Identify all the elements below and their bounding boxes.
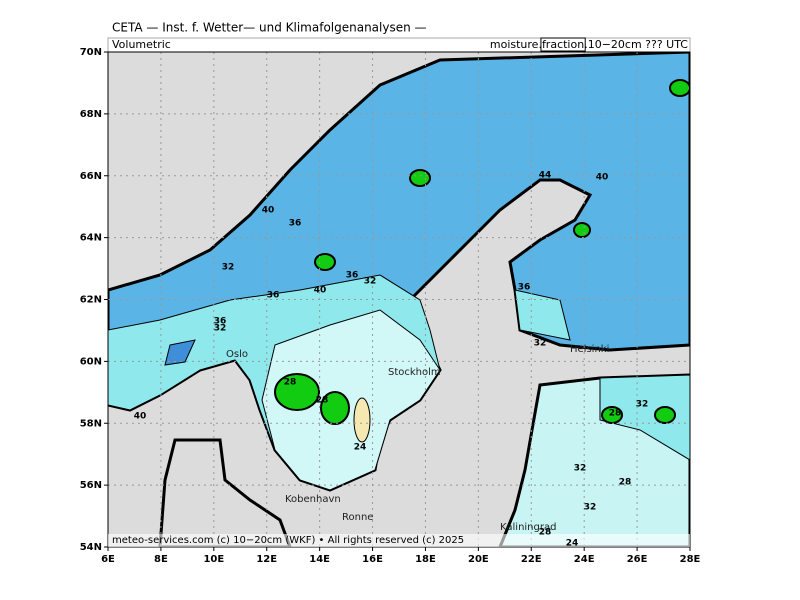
contour-label: 40: [596, 173, 609, 183]
grid: [108, 52, 690, 547]
contour-label: 28: [619, 478, 632, 488]
right-label-end: .10−20cm ??? UTC: [584, 38, 688, 51]
contour-label: 32: [364, 277, 377, 287]
lake-vattern: [320, 391, 350, 425]
lat-tick-label: 56N: [80, 480, 102, 491]
contour-label: 28: [539, 528, 552, 538]
denmark: [158, 438, 292, 547]
contour-label: 32: [534, 339, 547, 349]
contour-label: 40: [134, 412, 147, 422]
footer: meteo-services.com (c) 10−20cm (WKF) • A…: [112, 535, 464, 546]
baltics-mid: [599, 374, 690, 461]
contour-label: 32: [636, 400, 649, 410]
contour-label: 24: [566, 539, 579, 549]
place-label: Kaliningrad: [500, 522, 556, 533]
patch: [669, 79, 690, 97]
title: CETA — Inst. f. Wetter— und Klimafolgena…: [112, 21, 427, 35]
band-light: [261, 309, 441, 491]
lat-tick-label: 60N: [80, 356, 102, 367]
patch: [314, 253, 336, 271]
contour-label: 28: [609, 409, 622, 419]
patch: [573, 222, 591, 238]
lon-tick-label: 10E: [203, 554, 224, 565]
lon-tick-label: 22E: [521, 554, 542, 565]
fraction-box: [540, 37, 586, 52]
lat-tick-label: 68N: [80, 109, 102, 120]
contour-label: 28: [316, 396, 329, 406]
lon-tick-label: 28E: [680, 554, 701, 565]
lon-tick-label: 20E: [468, 554, 489, 565]
place-label: Stockholm: [388, 367, 441, 378]
lat-tick-label: 64N: [80, 233, 102, 244]
lon-tick-label: 6E: [101, 554, 115, 565]
left-label: Volumetric: [112, 38, 171, 51]
contour-label: 40: [314, 286, 327, 296]
contour-label: 44: [539, 171, 552, 181]
lat-tick-label: 70N: [80, 47, 102, 58]
contour-label: 36: [267, 291, 280, 301]
lon-tick-label: 26E: [627, 554, 648, 565]
lat-tick-label: 54N: [80, 542, 102, 553]
contour-label: 32: [214, 324, 227, 334]
lat-tick-label: 58N: [80, 418, 102, 429]
contour-label: 28: [284, 378, 297, 388]
patch: [654, 406, 676, 424]
lat-tick-label: 66N: [80, 171, 102, 182]
contour-label: 32: [584, 503, 597, 513]
map-area: [108, 52, 690, 547]
lake-vanern: [274, 373, 320, 411]
place-label: Oslo: [226, 349, 248, 360]
lon-tick-label: 8E: [154, 554, 168, 565]
gotland: [353, 397, 371, 443]
patch: [409, 169, 431, 187]
lon-tick-label: 16E: [362, 554, 383, 565]
right-label: moisture.fraction.10−20cm ??? UTC: [490, 38, 688, 51]
contour-label: 36: [518, 283, 531, 293]
contour-label: 32: [574, 464, 587, 474]
lon-tick-label: 12E: [256, 554, 277, 565]
lon-tick-label: 14E: [309, 554, 330, 565]
norway-south: [164, 339, 196, 366]
place-label: Kobenhavn: [285, 494, 341, 505]
lon-tick-label: 24E: [574, 554, 595, 565]
footer-box: [108, 534, 690, 547]
finland-coast: [514, 289, 571, 341]
contour-label: 40: [262, 206, 275, 216]
place-label: Ronne: [342, 512, 373, 523]
place-label: Helsinki: [570, 344, 609, 355]
lat-tick-label: 62N: [80, 295, 102, 306]
contour-label: 24: [354, 443, 367, 453]
right-label-start: moisture.: [490, 38, 542, 51]
contour-label: 36: [289, 219, 302, 229]
contour-label: 36: [346, 271, 359, 281]
contour-label: 36: [214, 317, 227, 327]
lon-tick-label: 18E: [415, 554, 436, 565]
right-label-box: fraction: [542, 38, 584, 51]
contour-label: 32: [222, 263, 235, 273]
